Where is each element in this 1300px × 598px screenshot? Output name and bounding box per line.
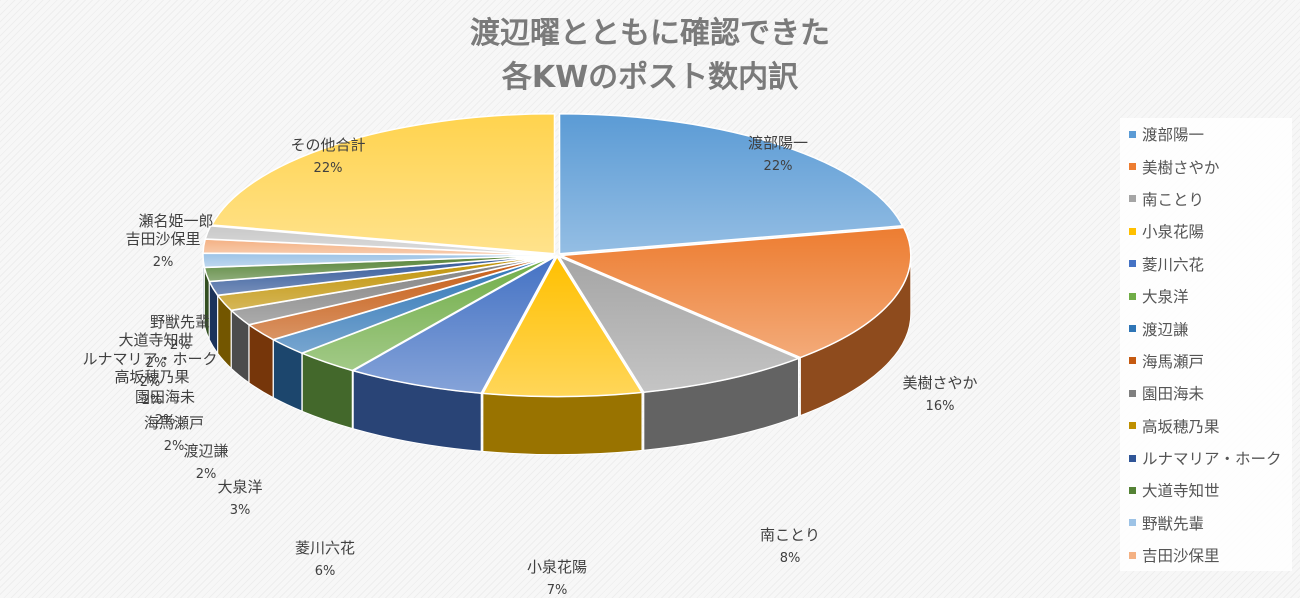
- legend-swatch: [1129, 519, 1136, 527]
- slice-label-percent: 7%: [547, 583, 568, 598]
- legend-item: 吉田沙保里: [1120, 539, 1292, 571]
- chart-legend: 渡部陽一美樹さやか南ことり小泉花陽菱川六花大泉洋渡辺謙海馬瀬戸園田海未高坂穂乃果…: [1120, 118, 1292, 572]
- pie-slice-highlight: [559, 113, 903, 254]
- legend-label: 小泉花陽: [1142, 223, 1205, 242]
- legend-item: 美樹さやか: [1120, 150, 1292, 182]
- pie-slice-highlight: [353, 256, 556, 394]
- legend-swatch: [1129, 357, 1136, 365]
- legend-swatch: [1129, 325, 1136, 333]
- legend-swatch: [1129, 454, 1136, 462]
- pie-slice-highlight: [558, 256, 799, 393]
- legend-item: 菱川六花: [1120, 248, 1292, 280]
- slice-label-name: ルナマリア・ホーク: [82, 350, 217, 368]
- legend-swatch: [1129, 227, 1136, 235]
- legend-label: 高坂穂乃果: [1142, 417, 1220, 436]
- pie-slice-side: [482, 391, 643, 456]
- pie-slice-highlight: [203, 253, 554, 268]
- pie-slice-highlight: [217, 255, 554, 311]
- legend-label: 南ことり: [1142, 190, 1205, 209]
- slice-label-percent: 22%: [764, 159, 793, 174]
- legend-item: 大道寺知世: [1120, 474, 1292, 506]
- slice-label-name: 瀬名姫一郎: [138, 212, 213, 230]
- legend-label: 海馬瀬戸: [1142, 352, 1205, 371]
- slice-label-percent: 16%: [926, 399, 955, 414]
- legend-swatch: [1129, 130, 1136, 138]
- legend-label: 大泉洋: [1142, 288, 1189, 307]
- legend-swatch: [1129, 422, 1136, 430]
- pie-slice-highlight: [273, 256, 554, 354]
- slice-label-name: 園田海未: [135, 388, 195, 406]
- slice-label-percent: 2%: [170, 338, 191, 353]
- slice-label-name: 菱川六花: [295, 539, 355, 557]
- slice-label-name: 吉田沙保里: [125, 230, 200, 248]
- legend-label: 大道寺知世: [1142, 482, 1220, 501]
- chart-title-line-2: 各KWのポスト数内訳: [501, 60, 799, 95]
- legend-label: 渡部陽一: [1142, 126, 1205, 145]
- slice-label-percent: 8%: [780, 551, 801, 566]
- slice-label-name: その他合計: [290, 136, 365, 154]
- legend-label: 渡辺謙: [1142, 320, 1189, 339]
- slice-label-percent: 2%: [153, 255, 174, 270]
- legend-label: 園田海未: [1142, 385, 1205, 404]
- legend-swatch: [1129, 260, 1136, 268]
- pie-slice-highlight: [211, 113, 555, 254]
- slice-label-percent: 2%: [155, 413, 176, 428]
- slice-label-percent: 2%: [196, 467, 217, 482]
- legend-swatch: [1129, 195, 1136, 203]
- legend-label: 美樹さやか: [1142, 158, 1220, 177]
- pie-slice-highlight: [482, 256, 642, 397]
- slice-label-name: 大泉洋: [217, 478, 262, 496]
- legend-swatch: [1129, 292, 1136, 300]
- slice-label-percent: 6%: [315, 564, 336, 579]
- slice-label-name: 渡辺謙: [183, 442, 228, 460]
- legend-item: ルナマリア・ホーク: [1120, 442, 1292, 474]
- chart-title-line-1: 渡辺曜とともに確認できた: [470, 16, 830, 51]
- slice-label-name: 小泉花陽: [527, 558, 587, 576]
- legend-item: 渡辺謙: [1120, 312, 1292, 344]
- legend-item: 海馬瀬戸: [1120, 345, 1292, 377]
- pie-slice-highlight: [205, 225, 554, 255]
- slice-label-name: 南ことり: [760, 526, 820, 544]
- slice-label-name: 高坂穂乃果: [114, 368, 189, 386]
- legend-item: 野獣先輩: [1120, 507, 1292, 539]
- legend-item: 高坂穂乃果: [1120, 410, 1292, 442]
- slice-label-name: 美樹さやか: [902, 374, 977, 392]
- legend-swatch: [1129, 486, 1136, 494]
- legend-item: 小泉花陽: [1120, 215, 1292, 247]
- slice-label-percent: 2%: [146, 356, 167, 371]
- pie-slice-highlight: [249, 255, 554, 340]
- legend-item: 渡部陽一: [1120, 118, 1292, 150]
- legend-label: 野獣先輩: [1142, 514, 1205, 533]
- legend-swatch: [1129, 551, 1136, 559]
- slice-label-percent: 3%: [230, 503, 251, 518]
- slice-label-percent: 2%: [140, 375, 161, 390]
- pie-slice-highlight: [204, 255, 554, 282]
- legend-item: 南ことり: [1120, 183, 1292, 215]
- legend-label: 菱川六花: [1142, 255, 1205, 274]
- pie-slice-highlight: [231, 255, 554, 325]
- slice-label-percent: 22%: [314, 161, 343, 176]
- slice-label-percent: 2%: [164, 439, 185, 454]
- legend-item: 園田海未: [1120, 377, 1292, 409]
- legend-swatch: [1129, 163, 1136, 171]
- pie-slice-highlight: [209, 255, 554, 296]
- pie-slice-highlight: [302, 256, 555, 371]
- legend-swatch: [1129, 389, 1136, 397]
- slice-label-percent: 2%: [142, 393, 163, 408]
- legend-label: 吉田沙保里: [1142, 547, 1220, 566]
- legend-label: ルナマリア・ホーク: [1142, 450, 1282, 469]
- legend-item: 大泉洋: [1120, 280, 1292, 312]
- slice-label-name: 野獣先輩: [150, 313, 210, 331]
- slice-label-name: 大道寺知世: [118, 331, 193, 349]
- pie-slice-highlight: [560, 227, 911, 358]
- slice-label-name: 海馬瀬戸: [144, 414, 204, 432]
- slice-label-name: 渡部陽一: [748, 134, 808, 152]
